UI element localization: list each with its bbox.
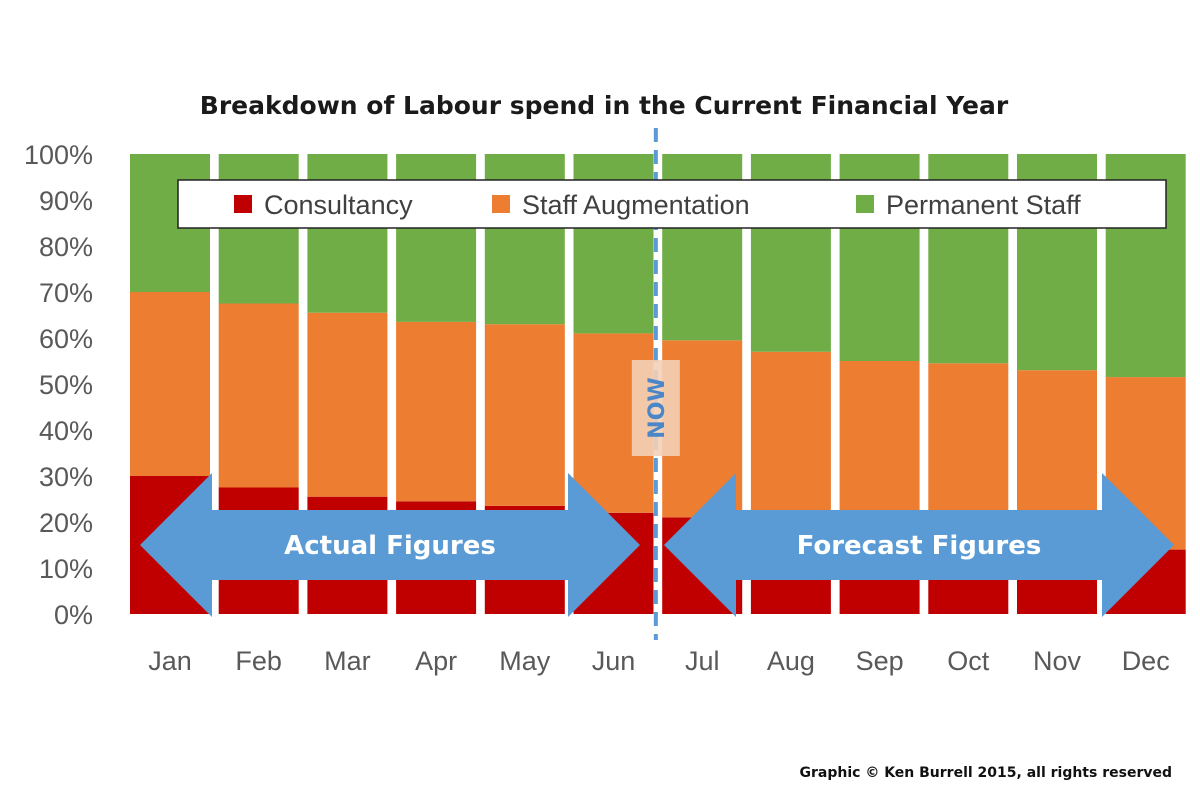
x-tick-label: Sep — [856, 646, 904, 676]
y-tick-label: 10% — [39, 554, 93, 584]
legend-swatch — [856, 195, 874, 213]
credit-layer: Graphic © Ken Burrell 2015, all rights r… — [800, 765, 1172, 781]
x-tick-label: Jul — [685, 646, 720, 676]
x-tick-label: Jan — [148, 646, 192, 676]
bar-staff-augmentation — [307, 312, 388, 497]
x-tick-label: Nov — [1033, 646, 1082, 676]
y-tick-label: 90% — [39, 186, 93, 216]
y-axis: 0% 10% 20% 30% 40% 50% 60% 70% 80% 90% 100% — [24, 140, 93, 630]
bar-staff-augmentation — [839, 361, 920, 532]
legend: Consultancy Staff Augmentation Permanent S… — [177, 179, 1167, 229]
legend-label: Staff Augmentation — [522, 190, 750, 220]
x-tick-label: Mar — [324, 646, 371, 676]
credit-text: Graphic © Ken Burrell 2015, all rights r… — [800, 765, 1172, 781]
bar-permanent-staff — [307, 154, 388, 313]
y-tick-label: 40% — [39, 416, 93, 446]
y-tick-label: 60% — [39, 324, 93, 354]
x-axis: Jan Feb Mar Apr May Jun Jul Aug Sep Oct Nov Dec — [148, 646, 1169, 676]
x-tick-label: Feb — [235, 646, 282, 676]
actual-figures-arrow — [140, 473, 640, 617]
bar-staff-augmentation — [928, 363, 1009, 539]
legend-label: Permanent Staff — [886, 190, 1081, 220]
y-tick-label: 100% — [24, 140, 93, 170]
forecast-figures-label: Forecast Figures — [797, 531, 1042, 561]
x-tick-label: May — [499, 646, 551, 676]
actual-figures-label: Actual Figures — [284, 531, 496, 561]
now-divider: NOW — [631, 128, 680, 640]
legend-label: Consultancy — [264, 190, 413, 220]
y-tick-label: 70% — [39, 278, 93, 308]
bar-permanent-staff — [396, 154, 477, 322]
bar-staff-augmentation — [396, 321, 477, 502]
x-tick-label: Dec — [1122, 646, 1170, 676]
annotation-arrows: Actual Figures Forecast Figures — [140, 473, 1174, 617]
legend-swatch — [234, 195, 252, 213]
bar-staff-augmentation — [484, 324, 565, 506]
bar-staff-augmentation — [130, 292, 210, 476]
legend-box — [177, 179, 1167, 229]
now-label: NOW — [645, 377, 670, 438]
x-tick-label: Apr — [415, 646, 457, 676]
legend-swatch — [492, 195, 510, 213]
y-tick-label: 0% — [54, 600, 93, 630]
x-tick-label: Jun — [592, 646, 636, 676]
y-tick-label: 20% — [39, 508, 93, 538]
bar-staff-augmentation — [218, 303, 299, 488]
y-tick-label: 50% — [39, 370, 93, 400]
now-label-background — [631, 360, 680, 456]
bar-staff-augmentation — [750, 351, 831, 525]
x-tick-label: Aug — [767, 646, 815, 676]
x-tick-label: Oct — [947, 646, 990, 676]
forecast-figures-arrow — [664, 473, 1174, 617]
y-tick-label: 30% — [39, 462, 93, 492]
y-tick-label: 80% — [39, 232, 93, 262]
chart-title: Breakdown of Labour spend in the Current… — [200, 91, 1009, 120]
